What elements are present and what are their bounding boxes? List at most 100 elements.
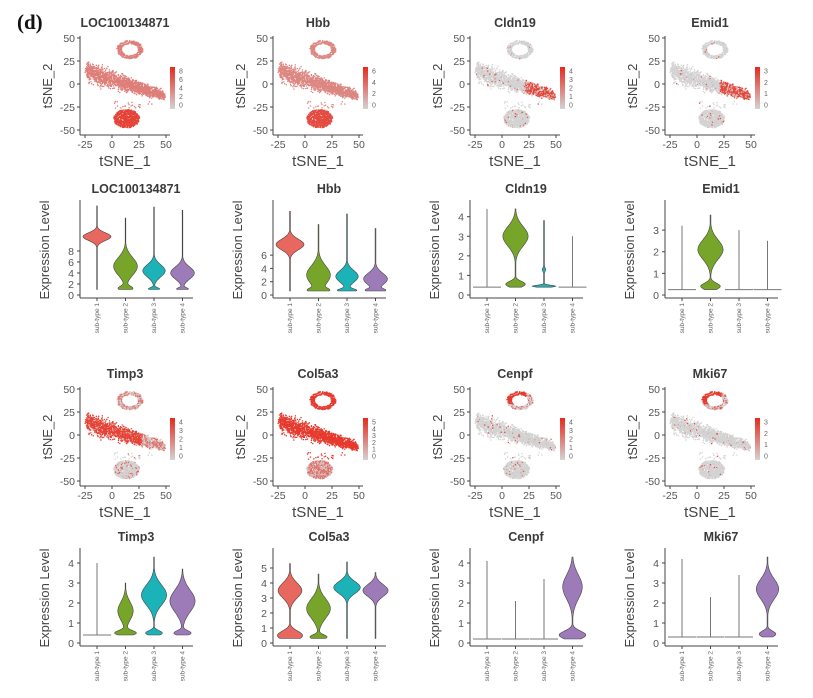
cell-point xyxy=(121,47,123,49)
cell-point xyxy=(311,81,313,83)
cell-point xyxy=(125,118,127,121)
cell-point xyxy=(292,82,294,85)
cell-point xyxy=(313,82,315,84)
cell-point xyxy=(122,120,124,123)
cell-point xyxy=(342,88,345,90)
cell-point xyxy=(139,43,141,45)
cell-point xyxy=(139,44,141,46)
cell-point xyxy=(88,61,90,63)
cell-point xyxy=(329,42,331,45)
cell-point xyxy=(92,66,94,68)
cell-point xyxy=(140,51,142,53)
cell-point xyxy=(304,78,306,80)
cell-point xyxy=(314,85,316,87)
cell-point xyxy=(92,69,94,71)
cell-point xyxy=(113,115,115,117)
cell-point xyxy=(317,76,319,78)
cell-point xyxy=(312,84,314,86)
cell-point xyxy=(290,80,292,82)
cell-point xyxy=(296,77,298,79)
cell-point xyxy=(119,81,121,83)
cell-point xyxy=(115,79,117,82)
cell-point xyxy=(133,106,136,108)
cell-point xyxy=(352,96,355,98)
cell-point xyxy=(114,76,117,78)
cell-point xyxy=(131,57,133,59)
cell-point xyxy=(136,92,138,94)
cell-point xyxy=(279,74,281,77)
cell-point xyxy=(128,79,130,81)
cell-point xyxy=(308,81,310,83)
cell-point xyxy=(278,66,281,68)
cell-point xyxy=(87,67,89,70)
cell-point xyxy=(316,53,318,55)
cell-point xyxy=(280,66,282,68)
cell-point xyxy=(347,87,349,89)
cell-point xyxy=(335,92,337,94)
cell-point xyxy=(125,112,127,114)
cell-point xyxy=(280,76,282,79)
cell-point xyxy=(327,90,330,93)
cell-point xyxy=(320,86,322,88)
cell-point xyxy=(292,75,294,77)
cell-point xyxy=(283,72,285,74)
cell-point xyxy=(95,67,98,69)
cell-point xyxy=(150,91,153,93)
cell-point xyxy=(353,94,355,96)
cell-point xyxy=(135,112,137,114)
cell-point xyxy=(305,81,308,83)
cell-point xyxy=(320,79,323,82)
cell-point xyxy=(309,82,311,84)
cell-point xyxy=(125,40,127,42)
cell-point xyxy=(116,105,119,107)
cell-point xyxy=(132,117,134,119)
cell-point xyxy=(111,73,113,75)
cell-point xyxy=(129,42,131,44)
cell-point xyxy=(284,72,286,74)
cell-point xyxy=(98,74,100,76)
cell-point xyxy=(151,86,153,88)
cell-point xyxy=(111,71,113,74)
cell-point xyxy=(108,81,110,83)
cell-point xyxy=(129,89,131,91)
cell-point xyxy=(125,125,127,128)
cell-point xyxy=(335,93,338,95)
cell-point xyxy=(92,84,94,86)
cell-point xyxy=(95,74,97,77)
cell-point xyxy=(149,86,151,88)
cell-point xyxy=(89,64,91,66)
cell-point xyxy=(117,116,119,118)
cell-point xyxy=(94,80,96,83)
cell-point xyxy=(135,113,137,115)
cell-point xyxy=(335,88,337,90)
cell-point xyxy=(131,86,134,88)
cell-point xyxy=(92,73,94,75)
cell-point xyxy=(92,67,94,69)
cell-point xyxy=(103,80,105,82)
cell-point xyxy=(157,94,159,96)
cell-point xyxy=(285,72,287,74)
cell-point xyxy=(327,93,329,95)
cell-point xyxy=(126,109,128,111)
cell-point xyxy=(127,86,129,88)
cell-point xyxy=(113,87,115,89)
cell-point xyxy=(325,79,327,82)
cell-point xyxy=(155,86,158,88)
cell-point xyxy=(129,79,131,81)
cell-point xyxy=(300,80,302,82)
cell-point xyxy=(104,82,106,84)
cell-point xyxy=(331,92,333,94)
cell-point xyxy=(327,81,329,83)
cell-point xyxy=(293,83,295,85)
cell-point xyxy=(124,76,126,79)
cell-point xyxy=(280,72,283,74)
y-tick-label: 0 xyxy=(69,79,75,91)
cell-point xyxy=(139,104,141,106)
cell-point xyxy=(114,72,117,74)
cell-point xyxy=(122,85,124,87)
cell-point xyxy=(330,91,333,93)
cell-point xyxy=(159,94,161,96)
cell-point xyxy=(157,96,160,98)
cell-point xyxy=(337,91,339,93)
cell-point xyxy=(136,87,138,89)
